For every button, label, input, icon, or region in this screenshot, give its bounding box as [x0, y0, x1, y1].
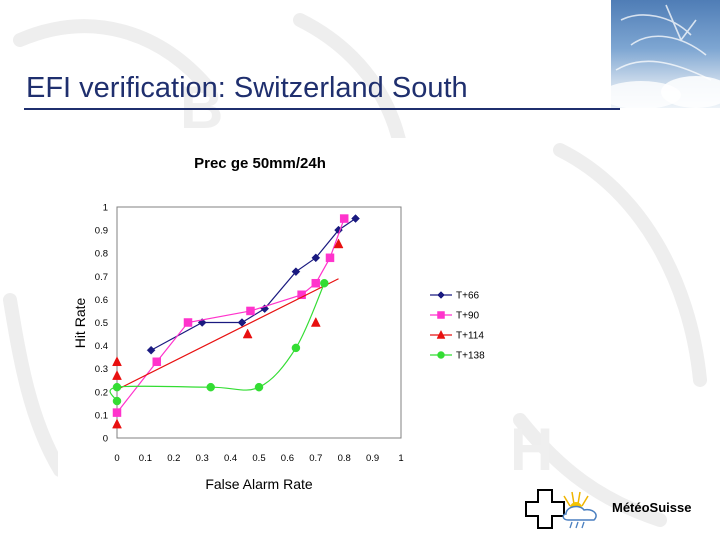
data-point: [206, 382, 215, 392]
x-tick-label: 0.6: [281, 453, 294, 464]
legend-item: T+114: [430, 329, 484, 342]
y-tick-label: 0.2: [95, 387, 108, 398]
plot-area: [116, 206, 402, 439]
legend-item: T+90: [430, 311, 480, 322]
data-point: [152, 357, 162, 367]
series-trendline: [116, 278, 339, 391]
y-tick-label: 0.6: [95, 295, 108, 306]
legend-item: T+138: [430, 351, 485, 362]
slide-title: EFI verification: Switzerland South: [26, 72, 468, 104]
header-cloud-image: [611, 0, 720, 108]
series-t-66: [146, 214, 360, 355]
y-tick-label: 1: [103, 203, 108, 214]
x-axis-label: False Alarm Rate: [205, 476, 313, 492]
x-tick-label: 0.2: [167, 453, 180, 464]
x-tick-label: 0.1: [139, 453, 152, 464]
chart-title: Prec ge 50mm/24h: [194, 155, 326, 172]
x-tick-label: 1: [398, 453, 403, 464]
y-tick-label: 0.5: [95, 318, 108, 329]
data-point: [291, 343, 301, 353]
data-point: [112, 382, 122, 392]
data-point: [112, 356, 122, 367]
x-tick-label: 0.7: [309, 453, 322, 464]
data-point: [254, 382, 264, 392]
data-point: [242, 328, 253, 339]
data-point: [339, 214, 349, 223]
x-tick-label: 0.8: [338, 453, 351, 464]
y-tick-label: 0.9: [95, 226, 108, 237]
axis-ticks: 0 0.1 0.2 0.3 0.4 0.5 0.6 0.7 0.8 0.9 1 0 0.1 0.2 0.3 0…: [95, 203, 404, 465]
roc-chart: Prec ge 50mm/24h False Alarm Rate Hit Ra…: [72, 155, 485, 492]
x-tick-label: 0: [114, 453, 119, 464]
data-point: [437, 291, 445, 299]
data-point: [437, 351, 445, 359]
data-point: [246, 306, 255, 316]
svg-text:B: B: [180, 74, 223, 141]
x-tick-label: 0.4: [224, 453, 237, 464]
legend-label: T+90: [456, 311, 480, 322]
data-point: [112, 418, 122, 429]
data-point: [311, 253, 321, 263]
y-tick-label: 0.4: [95, 341, 108, 352]
data-point: [351, 214, 360, 223]
legend-label: T+114: [456, 331, 484, 342]
x-tick-label: 0.9: [366, 453, 379, 464]
series-layer: [109, 214, 360, 429]
y-axis-label: Hit Rate: [72, 298, 88, 349]
series-t-138: [109, 278, 329, 406]
series-t-114: [112, 238, 344, 429]
data-point: [437, 311, 445, 319]
data-point: [112, 396, 122, 406]
x-tick-label: 0.3: [196, 453, 209, 464]
y-tick-label: 0.3: [95, 364, 108, 375]
data-point: [183, 318, 193, 327]
data-point: [112, 370, 122, 380]
chart-panel: Prec ge 50mm/24h False Alarm Rate Hit Ra…: [58, 138, 494, 504]
data-point: [333, 238, 344, 249]
y-tick-label: 0.7: [95, 272, 108, 283]
weather-map-overlay-icon: [611, 4, 720, 108]
logo-text: MétéoSuisse: [612, 500, 692, 515]
chart-legend: T+66 T+90 T+114 T+138: [430, 291, 485, 362]
legend-item: T+66: [430, 291, 480, 302]
data-point: [436, 329, 446, 339]
legend-label: T+138: [456, 351, 485, 362]
data-point: [146, 345, 156, 355]
y-tick-label: 0.1: [95, 410, 108, 421]
legend-label: T+66: [456, 291, 480, 302]
meteosuisse-logo: MétéoSuisse: [520, 484, 710, 532]
series-line: [150, 218, 356, 351]
data-point: [325, 253, 335, 263]
swiss-cross-sun-icon: [525, 489, 597, 529]
data-point: [320, 278, 329, 288]
data-point: [310, 316, 321, 327]
x-tick-label: 0.5: [252, 453, 265, 464]
title-underline: [24, 108, 620, 110]
series-t-90: [112, 214, 349, 417]
svg-text:H: H: [510, 416, 553, 483]
data-point: [291, 267, 301, 277]
y-tick-label: 0: [103, 434, 108, 445]
y-tick-label: 0.8: [95, 249, 108, 260]
data-point: [311, 278, 321, 288]
data-point: [112, 408, 122, 417]
